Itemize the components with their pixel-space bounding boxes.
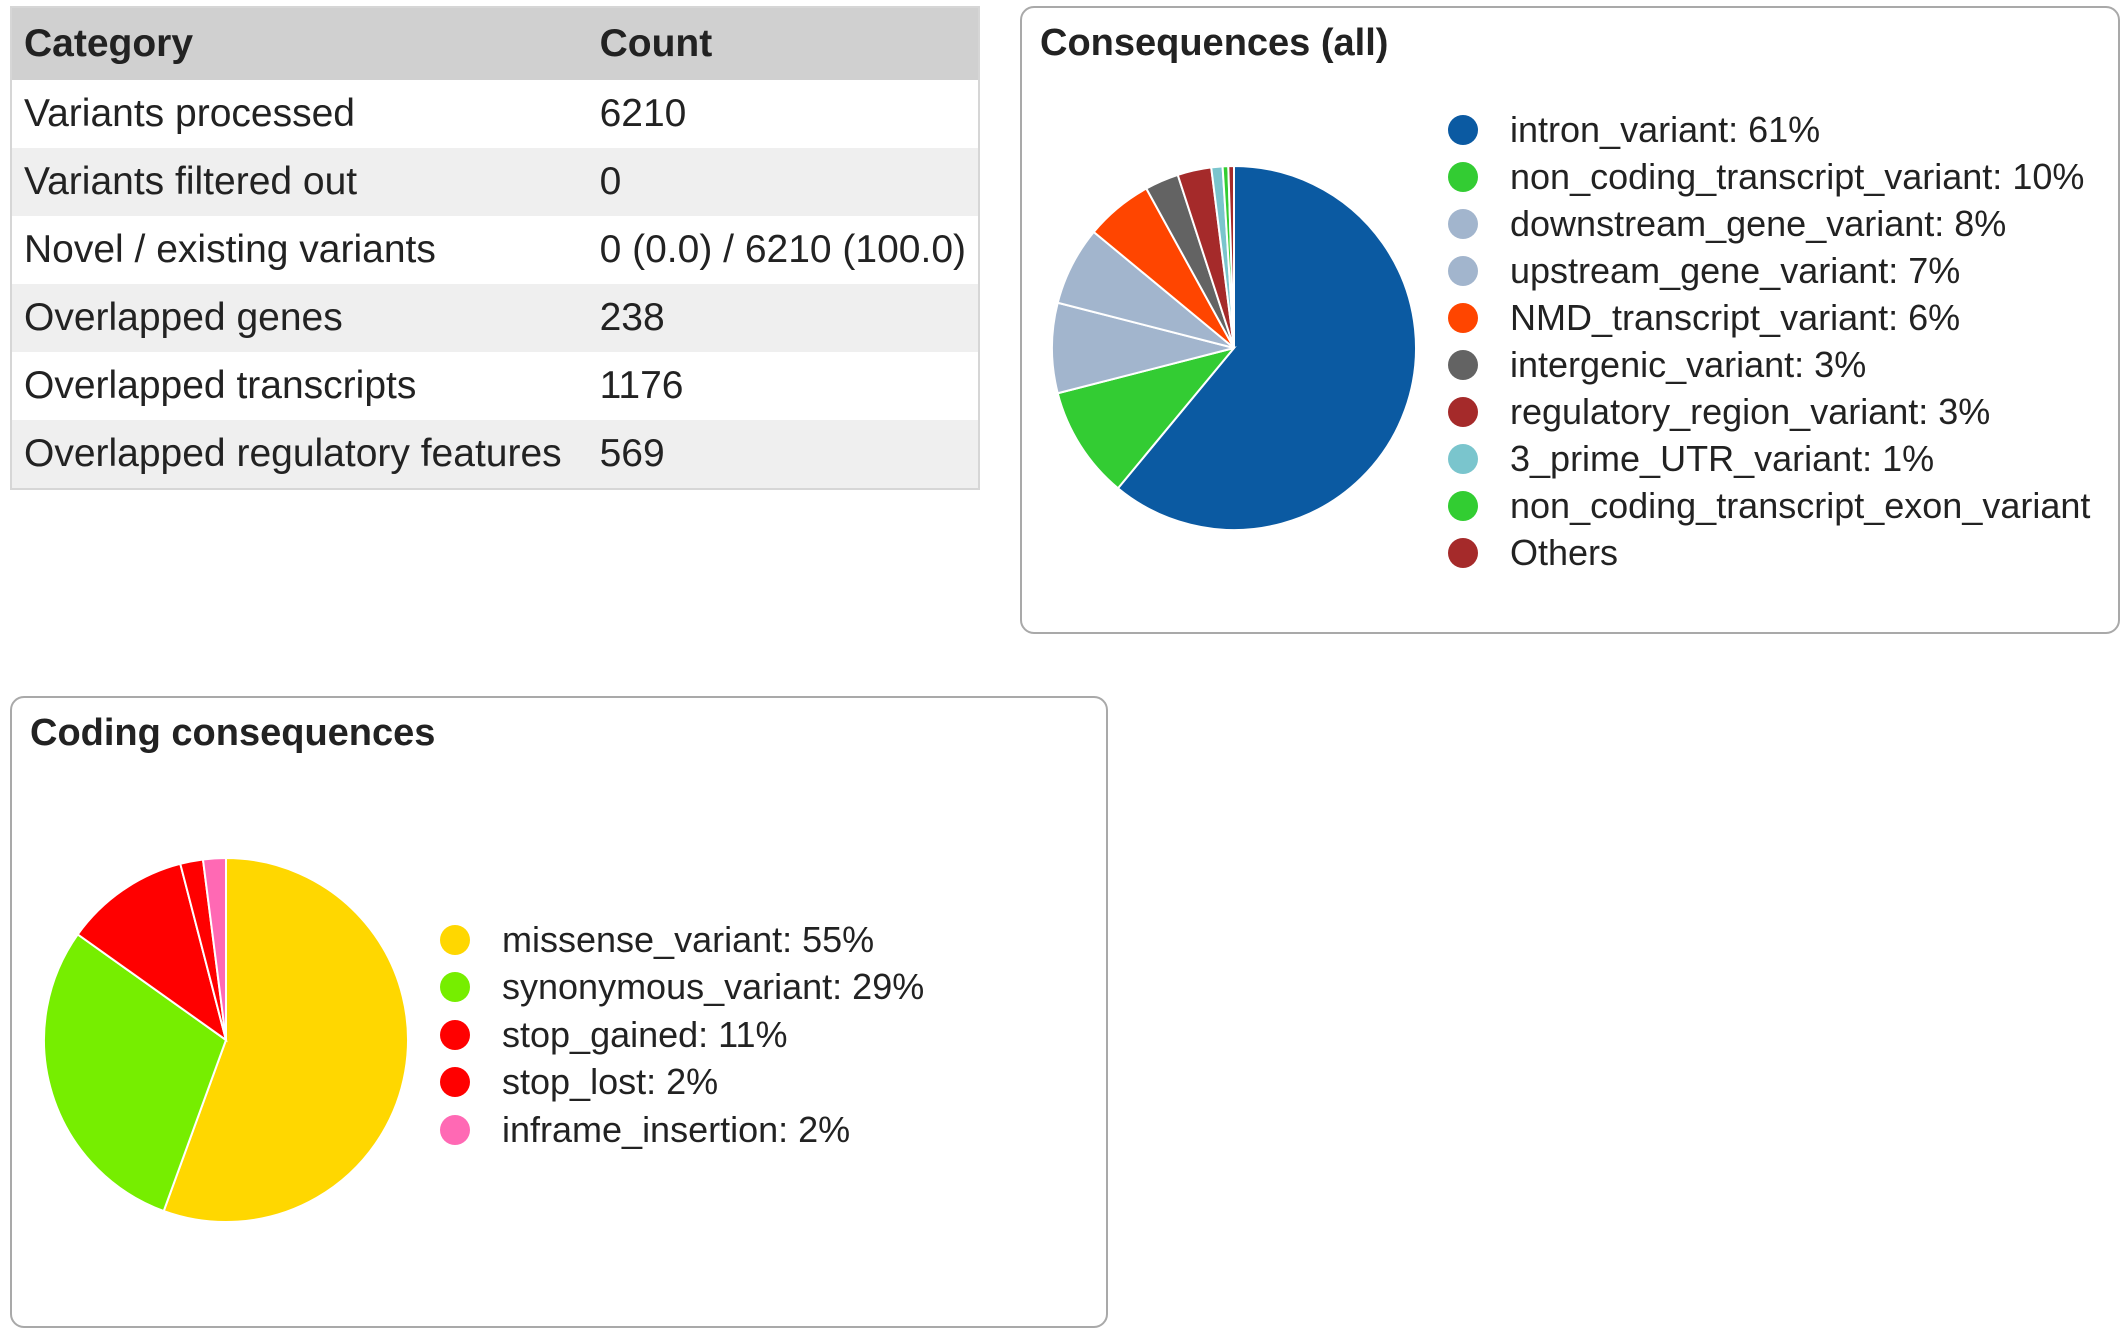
legend-item-nmd-transcript-variant[interactable]: NMD_transcript_variant: 6%	[1448, 294, 2090, 341]
legend-label: intron_variant: 61%	[1510, 108, 1821, 150]
legend-item-non-coding-transcript-variant[interactable]: non_coding_transcript_variant: 10%	[1448, 153, 2090, 200]
legend-marker	[1448, 490, 1478, 521]
row-count: 569	[587, 420, 979, 489]
table-row: Overlapped regulatory features 569	[11, 420, 979, 489]
legend-marker	[1448, 161, 1478, 192]
legend-item-missense-variant[interactable]: missense_variant: 55%	[440, 916, 924, 964]
column-header-category[interactable]: Category	[11, 7, 588, 80]
legend-label: 3_prime_UTR_variant: 1%	[1510, 437, 1935, 479]
legend-label: non_coding_transcript_variant: 10%	[1510, 155, 2085, 197]
table-row: Overlapped transcripts 1176	[11, 352, 979, 420]
legend-marker	[1448, 443, 1478, 474]
legend-item-inframe-insertion[interactable]: inframe_insertion: 2%	[440, 1106, 924, 1154]
row-count: 0	[587, 148, 979, 216]
pie-slice-non-coding-transcript-variant[interactable]	[1056, 346, 1237, 490]
legend-marker	[1448, 302, 1478, 333]
pie-slice-missense-variant[interactable]	[162, 856, 409, 1223]
legend-item-synonymous-variant[interactable]: synonymous_variant: 29%	[440, 964, 924, 1012]
legend-label: intergenic_variant: 3%	[1510, 343, 1867, 385]
legend-label: missense_variant: 55%	[502, 918, 875, 960]
table-row: Variants processed 6210	[11, 80, 979, 148]
consequences-all-pie	[1051, 164, 1417, 531]
table-row: Overlapped genes 238	[11, 284, 979, 352]
legend-marker	[440, 924, 470, 955]
legend-marker	[1448, 114, 1478, 145]
summary-table: Category Count Variants processed 6210 V…	[10, 6, 980, 490]
legend-item-stop-gained[interactable]: stop_gained: 11%	[440, 1011, 924, 1059]
legend-label: downstream_gene_variant: 8%	[1510, 202, 2007, 244]
table-row: Novel / existing variants 0 (0.0) / 6210…	[11, 216, 979, 284]
legend-label: inframe_insertion: 2%	[502, 1108, 851, 1150]
consequences-all-title: Consequences (all)	[1040, 22, 1389, 64]
legend-label: stop_lost: 2%	[502, 1061, 719, 1103]
summary-header-row: Category Count	[11, 7, 979, 80]
row-category: Overlapped transcripts	[11, 352, 588, 420]
legend-item-stop-lost[interactable]: stop_lost: 2%	[440, 1059, 924, 1107]
table-row: Variants filtered out 0	[11, 148, 979, 216]
legend-item-downstream-gene-variant[interactable]: downstream_gene_variant: 8%	[1448, 200, 2090, 247]
legend-item-others[interactable]: Others	[1448, 529, 2090, 576]
row-category: Variants processed	[11, 80, 588, 148]
legend-label: synonymous_variant: 29%	[502, 966, 925, 1008]
legend-marker	[1448, 396, 1478, 427]
legend-marker	[440, 972, 470, 1003]
row-category: Variants filtered out	[11, 148, 588, 216]
legend-item-upstream-gene-variant[interactable]: upstream_gene_variant: 7%	[1448, 247, 2090, 294]
legend-item-regulatory-region-variant[interactable]: regulatory_region_variant: 3%	[1448, 388, 2090, 435]
legend-marker	[440, 1067, 470, 1098]
pie-slice-inframe-insertion[interactable]	[201, 856, 227, 1041]
coding-consequences-title: Coding consequences	[30, 712, 436, 754]
consequences-all-panel: Consequences (all) intron_variant: 61% no…	[1020, 6, 2120, 634]
legend-label: regulatory_region_variant: 3%	[1510, 390, 1991, 432]
legend-marker	[1448, 255, 1478, 286]
pie-slice-stop-gained[interactable]	[76, 862, 228, 1043]
legend-item-non-coding-transcript-exon-variant[interactable]: non_coding_transcript_exon_variant	[1448, 482, 2090, 529]
row-count: 0 (0.0) / 6210 (100.0)	[587, 216, 979, 284]
coding-consequences-panel: Coding consequences missense_variant: 55…	[10, 696, 1108, 1328]
legend-label: stop_gained: 11%	[502, 1013, 788, 1055]
pie-slice-others[interactable]	[1227, 164, 1235, 349]
legend-label: Others	[1510, 531, 1619, 573]
legend-marker	[440, 1019, 470, 1050]
coding-consequences-pie	[43, 856, 409, 1223]
legend-marker	[1448, 537, 1478, 568]
pie-slice-downstream-gene-variant[interactable]	[1051, 301, 1235, 395]
legend-item-intron-variant[interactable]: intron_variant: 61%	[1448, 106, 2090, 153]
row-count: 238	[587, 284, 979, 352]
row-category: Overlapped genes	[11, 284, 588, 352]
coding-consequences-legend: missense_variant: 55% synonymous_variant:…	[440, 916, 924, 1154]
legend-item-3-prime-utr-variant[interactable]: 3_prime_UTR_variant: 1%	[1448, 435, 2090, 482]
row-category: Novel / existing variants	[11, 216, 588, 284]
legend-marker	[1448, 208, 1478, 239]
consequences-all-legend: intron_variant: 61% non_coding_transcript…	[1448, 106, 2090, 576]
legend-item-intergenic-variant[interactable]: intergenic_variant: 3%	[1448, 341, 2090, 388]
legend-marker	[1448, 349, 1478, 380]
legend-label: NMD_transcript_variant: 6%	[1510, 296, 1961, 338]
column-header-count[interactable]: Count	[587, 7, 979, 80]
row-category: Overlapped regulatory features	[11, 420, 588, 489]
pie-slice-intron-variant[interactable]	[1116, 164, 1417, 531]
pie-slice-synonymous-variant[interactable]	[43, 933, 228, 1213]
legend-marker	[440, 1114, 470, 1145]
legend-label: upstream_gene_variant: 7%	[1510, 249, 1961, 291]
row-count: 1176	[587, 352, 979, 420]
legend-label: non_coding_transcript_exon_variant	[1510, 484, 2091, 526]
row-count: 6210	[587, 80, 979, 148]
